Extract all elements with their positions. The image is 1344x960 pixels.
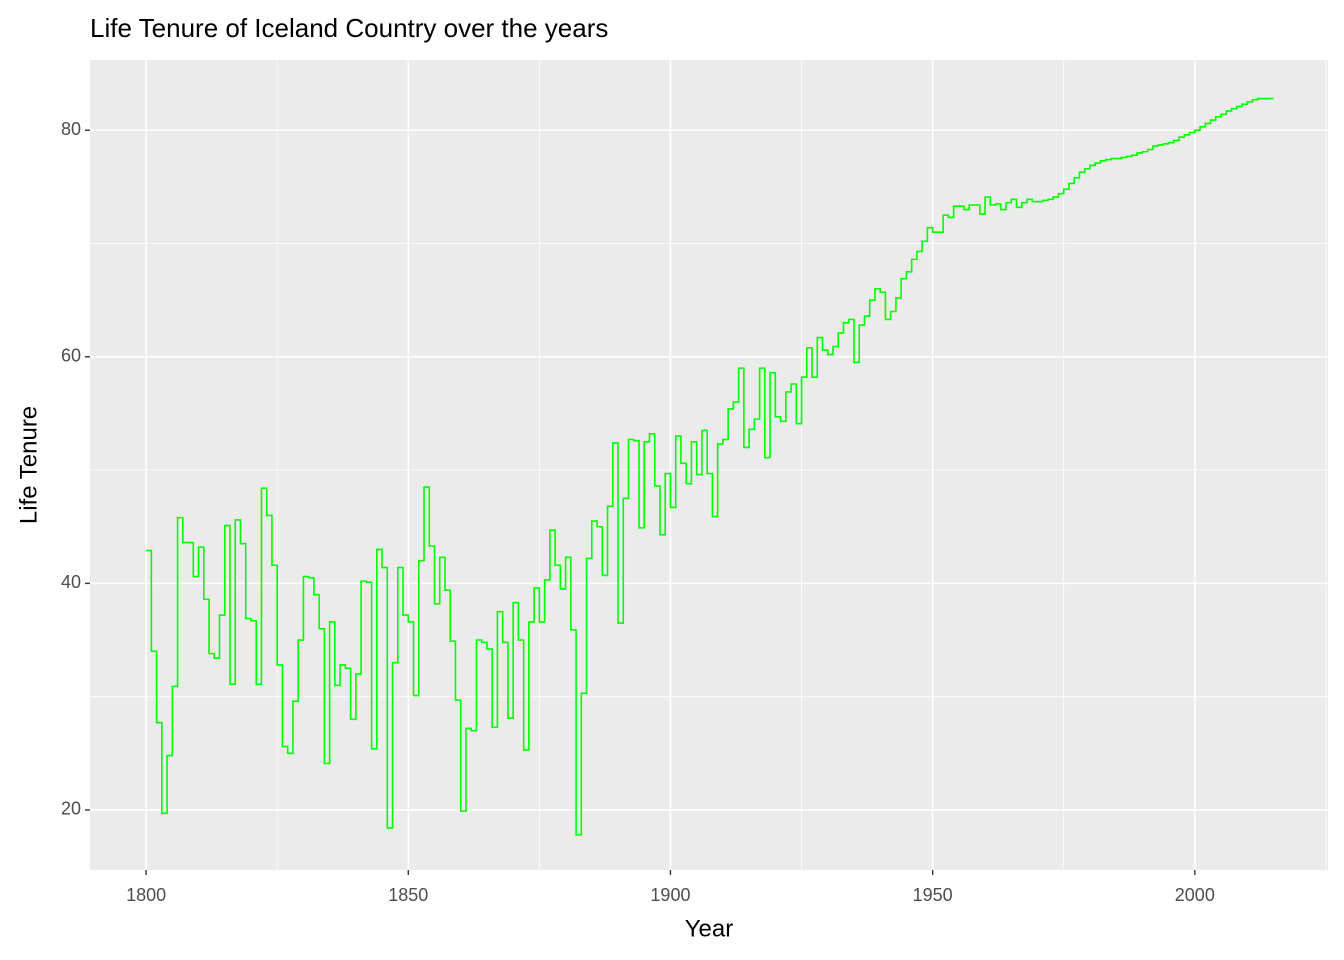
y-tick-label: 20 <box>61 799 81 819</box>
y-tick-label: 60 <box>61 346 81 366</box>
step-line <box>146 97 1274 836</box>
x-axis-label: Year <box>685 915 734 942</box>
x-tick-label: 1900 <box>650 885 690 905</box>
y-axis-label: Life Tenure <box>15 406 42 524</box>
x-tick-label: 1800 <box>126 885 166 905</box>
chart-title: Life Tenure of Iceland Country over the … <box>90 13 608 43</box>
y-tick-label: 80 <box>61 119 81 139</box>
x-tick-label: 1850 <box>388 885 428 905</box>
x-tick-label: 2000 <box>1175 885 1215 905</box>
plot-panel <box>90 60 1328 870</box>
x-tick-label: 1950 <box>913 885 953 905</box>
y-tick-label: 40 <box>61 572 81 592</box>
